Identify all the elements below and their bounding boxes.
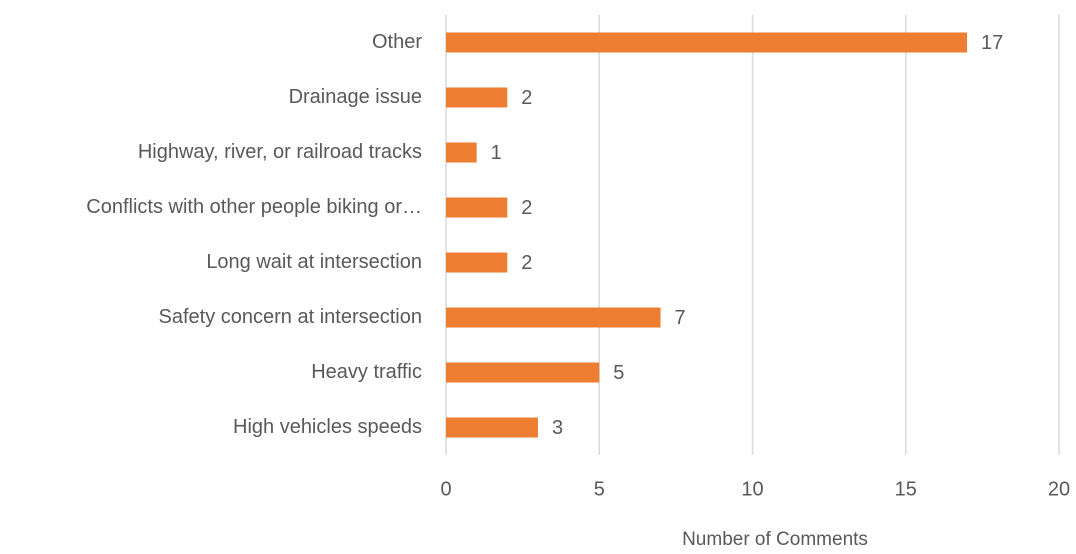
data-label: 1: [491, 142, 502, 164]
y-tick-label: High vehicles speeds: [233, 416, 422, 438]
x-axis-title: Number of Comments: [682, 529, 868, 550]
y-tick-label: Other: [372, 31, 422, 53]
x-tick-label: 0: [440, 478, 451, 500]
data-label: 2: [521, 252, 532, 274]
bar: [446, 307, 661, 328]
y-tick-label: Conflicts with other people biking or…: [86, 196, 422, 218]
y-tick-label: Long wait at intersection: [206, 251, 422, 273]
y-tick-label: Drainage issue: [289, 86, 422, 108]
data-label: 2: [521, 197, 532, 219]
data-label: 3: [552, 417, 563, 439]
bar: [446, 142, 477, 163]
x-tick-label: 20: [1048, 478, 1070, 500]
bar: [446, 252, 508, 273]
x-tick-label: 15: [895, 478, 917, 500]
y-tick-label: Highway, river, or railroad tracks: [138, 141, 422, 163]
data-label: 7: [675, 307, 686, 329]
bar: [446, 87, 508, 108]
bar: [446, 32, 968, 53]
bar: [446, 197, 508, 218]
x-tick-label: 10: [741, 478, 763, 500]
x-tick-label: 5: [594, 478, 605, 500]
y-tick-label: Safety concern at intersection: [159, 306, 422, 328]
bar: [446, 362, 600, 383]
data-label: 17: [981, 32, 1003, 54]
y-tick-label: Heavy traffic: [311, 361, 422, 383]
data-label: 2: [521, 87, 532, 109]
data-label: 5: [613, 362, 624, 384]
bar: [446, 417, 538, 438]
